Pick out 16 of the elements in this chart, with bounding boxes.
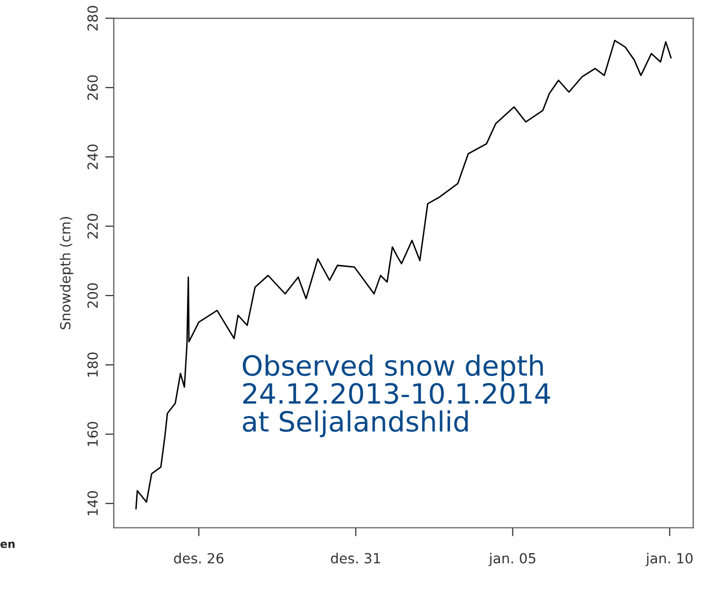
y-tick-label: 240 [87, 144, 98, 170]
line-series [135, 40, 672, 510]
x-tick-label: jan. 05 [488, 552, 536, 566]
x-tick-label: des. 26 [174, 552, 224, 564]
y-tick-label: 140 [87, 491, 98, 516]
y-tick-label: 280 [87, 6, 98, 30]
y-tick-label: 160 [87, 422, 98, 446]
y-tick-label: 220 [87, 214, 98, 238]
text: en [0, 542, 15, 548]
y-tick-label: 180 [87, 352, 98, 377]
y-tick-label: 260 [87, 75, 98, 100]
x-tick-label: des. 31 [330, 552, 380, 564]
y-axis-title: Snowdepth (cm) [60, 217, 74, 330]
y-tick-label: 200 [87, 283, 98, 308]
annotation: Observed snow depth 24.12.2013-10.1.2014 at Seljalandshlid [242, 354, 550, 438]
x-tick-label: jan. 10 [646, 552, 693, 566]
